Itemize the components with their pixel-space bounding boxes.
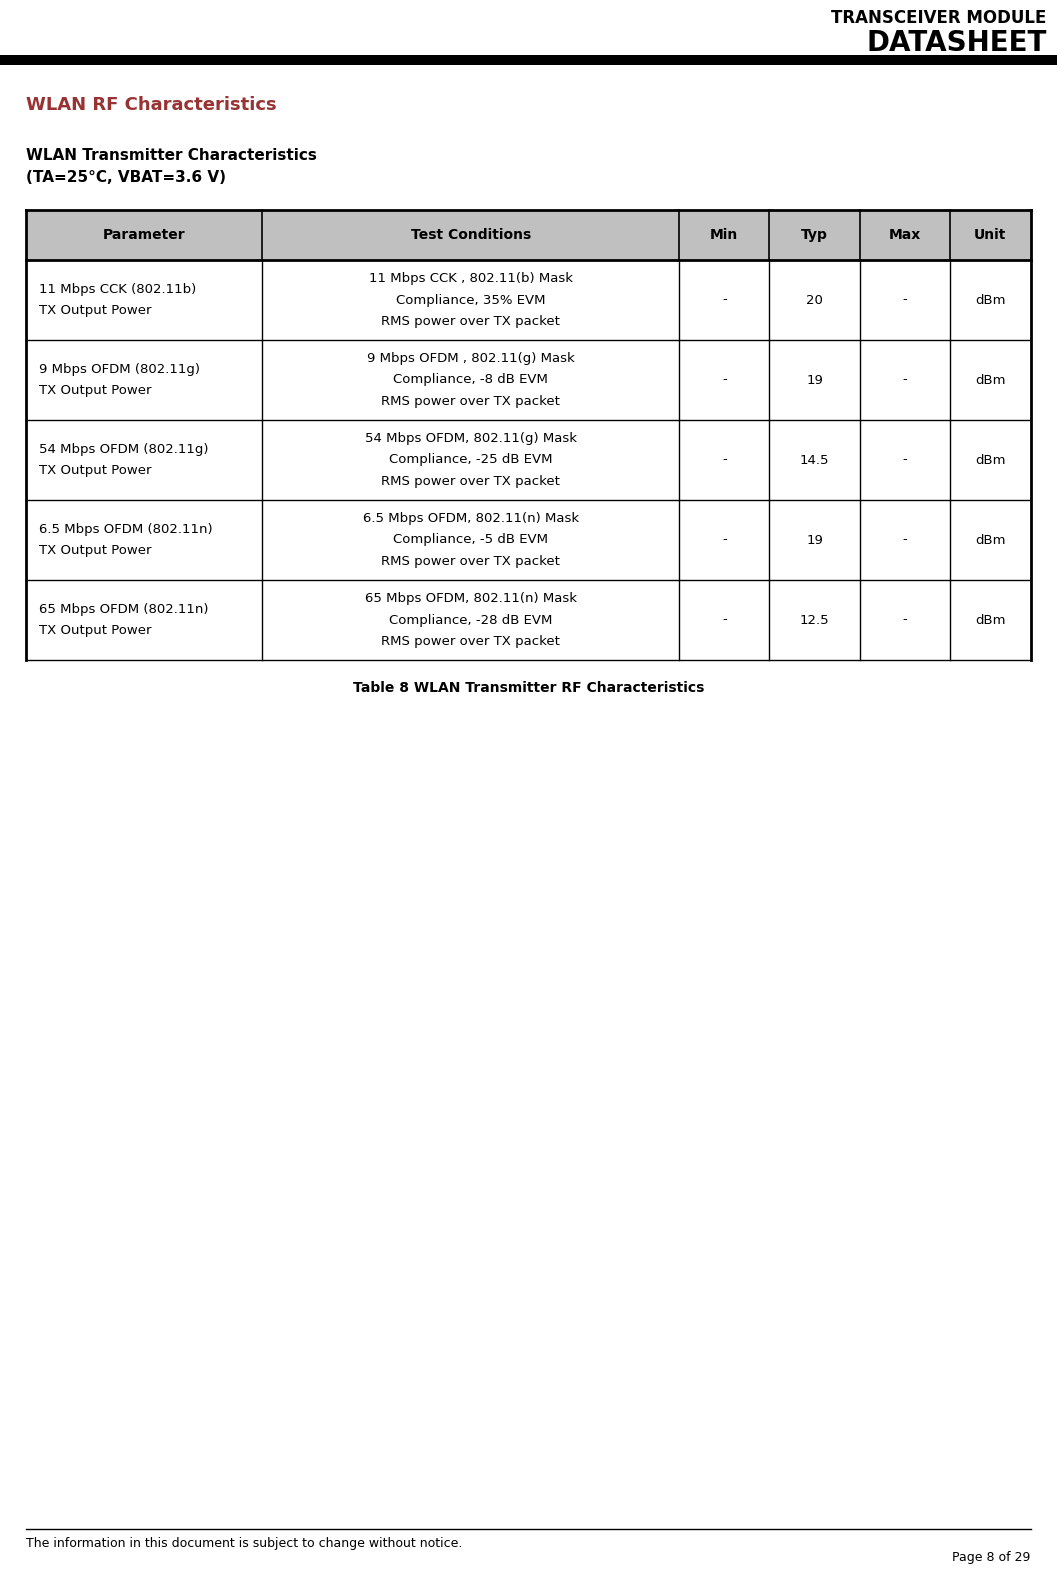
Text: 9 Mbps OFDM (802.11g): 9 Mbps OFDM (802.11g)	[39, 362, 200, 375]
Bar	[26, 581, 1031, 661]
Text: 20: 20	[806, 293, 823, 306]
Text: Compliance, 35% EVM: Compliance, 35% EVM	[396, 293, 545, 306]
Text: -: -	[722, 453, 726, 466]
Text: 65 Mbps OFDM (802.11n): 65 Mbps OFDM (802.11n)	[39, 602, 208, 615]
Bar	[0, 63, 1057, 64]
Text: Max: Max	[889, 228, 922, 242]
Text: Test Conditions: Test Conditions	[410, 228, 531, 242]
Text: Unit: Unit	[975, 228, 1006, 242]
Text: Min: Min	[710, 228, 739, 242]
Text: -: -	[722, 613, 726, 626]
Text: TX Output Power: TX Output Power	[39, 624, 151, 637]
Text: (TA=25°C, VBAT=3.6 V): (TA=25°C, VBAT=3.6 V)	[26, 171, 226, 185]
Text: Typ: Typ	[801, 228, 828, 242]
Text: Compliance, -5 dB EVM: Compliance, -5 dB EVM	[393, 533, 549, 546]
Text: 11 Mbps CCK (802.11b): 11 Mbps CCK (802.11b)	[39, 282, 197, 295]
Text: WLAN Transmitter Characteristics: WLAN Transmitter Characteristics	[26, 147, 317, 163]
Text: RMS power over TX packet: RMS power over TX packet	[382, 555, 560, 568]
Text: 6.5 Mbps OFDM, 802.11(n) Mask: 6.5 Mbps OFDM, 802.11(n) Mask	[363, 511, 579, 524]
Bar	[0, 55, 1057, 63]
Text: Parameter: Parameter	[104, 228, 186, 242]
Text: dBm: dBm	[976, 453, 1005, 466]
Text: dBm: dBm	[976, 373, 1005, 386]
Text: 54 Mbps OFDM, 802.11(g) Mask: 54 Mbps OFDM, 802.11(g) Mask	[365, 431, 577, 444]
Text: Page 8 of 29: Page 8 of 29	[952, 1550, 1031, 1563]
Text: -: -	[722, 293, 726, 306]
Text: 12.5: 12.5	[800, 613, 830, 626]
Text: WLAN RF Characteristics: WLAN RF Characteristics	[26, 96, 277, 115]
Text: -: -	[722, 533, 726, 546]
Text: -: -	[903, 293, 907, 306]
Bar	[26, 210, 1031, 260]
Text: -: -	[722, 373, 726, 386]
Text: TX Output Power: TX Output Power	[39, 304, 151, 317]
Bar	[26, 260, 1031, 340]
Bar	[26, 340, 1031, 420]
Text: Table 8 WLAN Transmitter RF Characteristics: Table 8 WLAN Transmitter RF Characterist…	[353, 681, 704, 695]
Text: RMS power over TX packet: RMS power over TX packet	[382, 475, 560, 488]
Text: 54 Mbps OFDM (802.11g): 54 Mbps OFDM (802.11g)	[39, 442, 208, 455]
Text: 14.5: 14.5	[800, 453, 830, 466]
Text: -: -	[903, 613, 907, 626]
Text: TX Output Power: TX Output Power	[39, 544, 151, 557]
Text: RMS power over TX packet: RMS power over TX packet	[382, 395, 560, 408]
Text: Compliance, -8 dB EVM: Compliance, -8 dB EVM	[393, 373, 549, 386]
Text: TX Output Power: TX Output Power	[39, 384, 151, 397]
Text: dBm: dBm	[976, 533, 1005, 546]
Text: DATASHEET: DATASHEET	[866, 28, 1046, 56]
Text: Compliance, -28 dB EVM: Compliance, -28 dB EVM	[389, 613, 553, 626]
Text: -: -	[903, 453, 907, 466]
Text: dBm: dBm	[976, 293, 1005, 306]
Text: 19: 19	[806, 373, 823, 386]
Text: -: -	[903, 373, 907, 386]
Text: 19: 19	[806, 533, 823, 546]
Text: TRANSCEIVER MODULE: TRANSCEIVER MODULE	[831, 9, 1046, 27]
Text: 6.5 Mbps OFDM (802.11n): 6.5 Mbps OFDM (802.11n)	[39, 522, 212, 535]
Text: 11 Mbps CCK , 802.11(b) Mask: 11 Mbps CCK , 802.11(b) Mask	[369, 271, 573, 284]
Text: RMS power over TX packet: RMS power over TX packet	[382, 635, 560, 648]
Text: 65 Mbps OFDM, 802.11(n) Mask: 65 Mbps OFDM, 802.11(n) Mask	[365, 592, 577, 604]
Text: TX Output Power: TX Output Power	[39, 464, 151, 477]
Text: dBm: dBm	[976, 613, 1005, 626]
Text: Compliance, -25 dB EVM: Compliance, -25 dB EVM	[389, 453, 553, 466]
Text: The information in this document is subject to change without notice.: The information in this document is subj…	[26, 1538, 463, 1550]
Bar	[26, 420, 1031, 501]
Bar	[26, 501, 1031, 581]
Text: RMS power over TX packet: RMS power over TX packet	[382, 315, 560, 328]
Text: -: -	[903, 533, 907, 546]
Text: 9 Mbps OFDM , 802.11(g) Mask: 9 Mbps OFDM , 802.11(g) Mask	[367, 351, 575, 364]
